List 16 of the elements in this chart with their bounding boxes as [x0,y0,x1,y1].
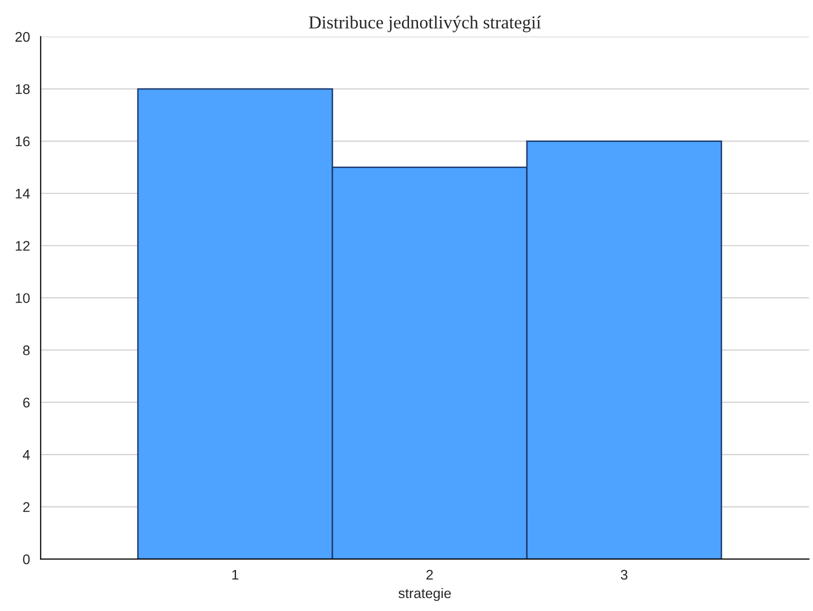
y-tick-label: 4 [22,450,30,460]
x-tick-label: 2 [426,570,433,580]
y-tick-label: 10 [16,293,30,304]
y-tick-label: 12 [16,240,30,251]
y-tick-label: 2 [23,502,30,512]
y-tick-label: 0 [23,554,30,564]
y-tick-label: 20 [15,32,30,42]
x-tick-label: 3 [620,570,628,580]
y-tick-label: 8 [23,345,30,356]
chart-title: Distribuce jednotlivých strategií [308,16,541,32]
y-tick-label: 16 [16,136,30,146]
x-axis-title: strategie [398,588,451,601]
y-tick-label: 14 [16,188,30,198]
y-tick-label: 6 [23,398,30,408]
x-tick-label: 1 [232,570,238,580]
y-tick-label: 18 [16,84,30,94]
